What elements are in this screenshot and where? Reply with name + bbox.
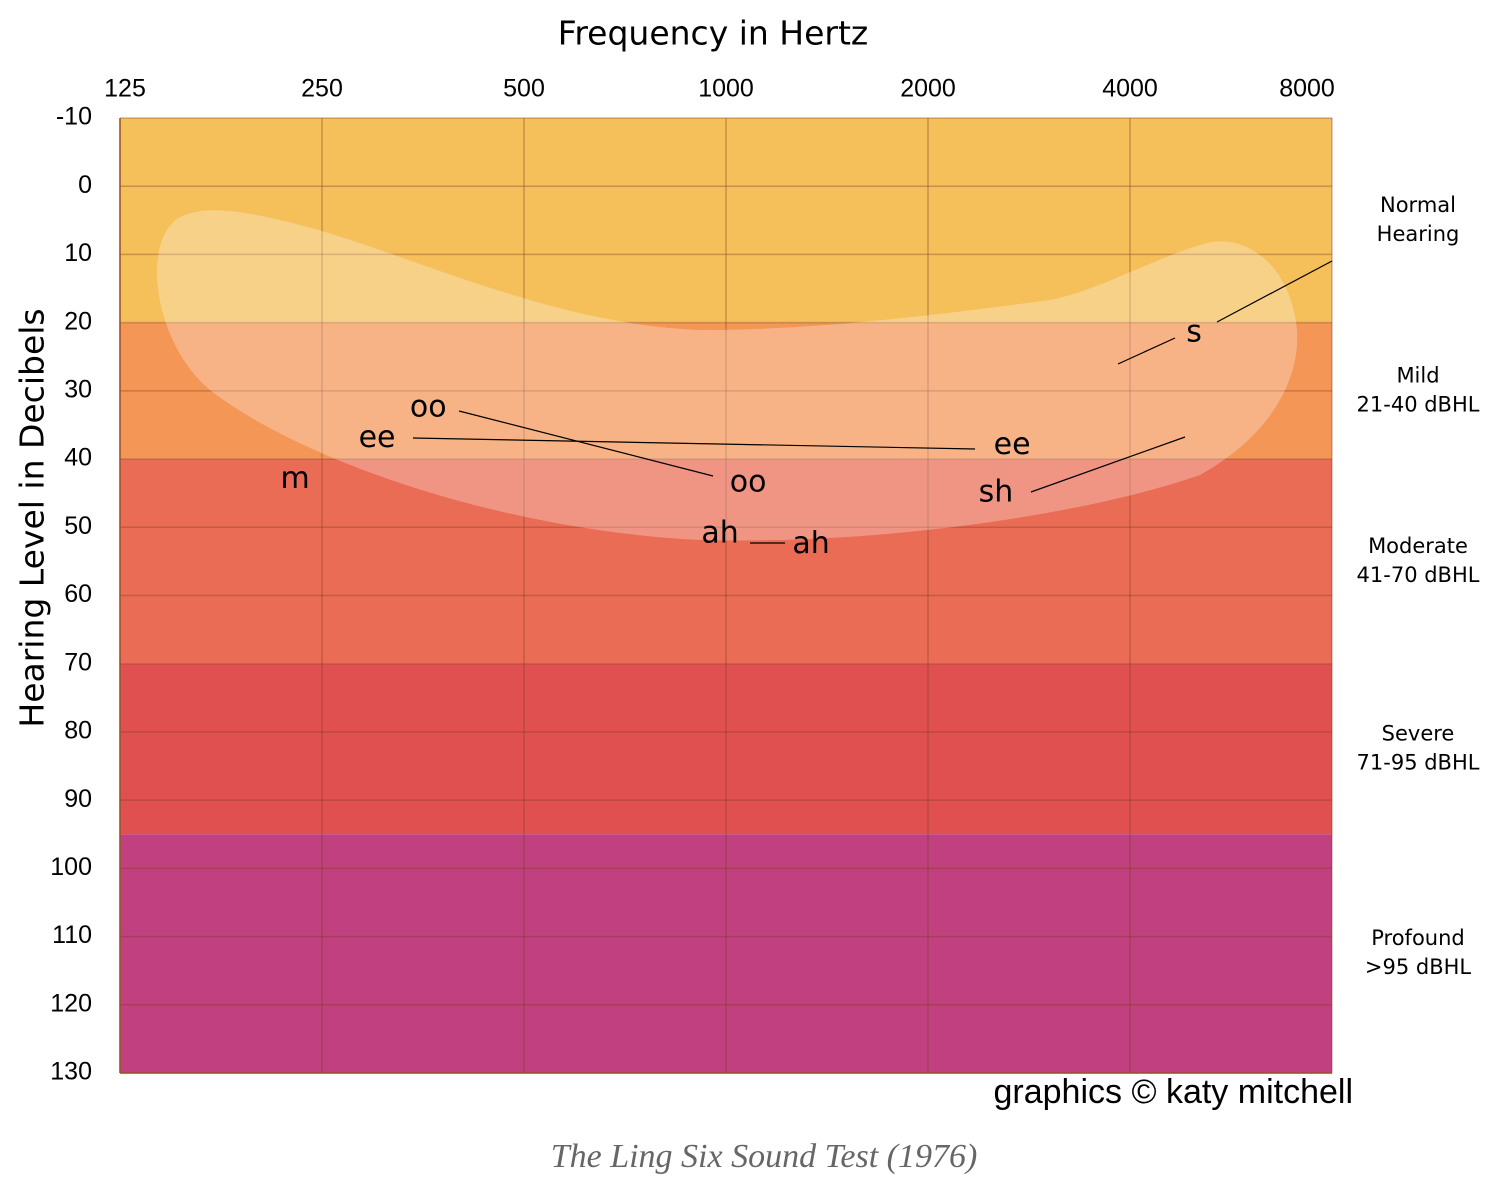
speech-sound: ee [359, 420, 396, 455]
x-tick-label: 4000 [1102, 75, 1158, 103]
leader-line [458, 410, 714, 477]
chart-title: Frequency in Hertz [558, 14, 869, 53]
band-label: 41-70 dBHL [1357, 563, 1480, 587]
y-tick-label: 40 [64, 444, 92, 472]
grid [119, 117, 1333, 1074]
speech-sound: s [1186, 314, 1202, 349]
speech-sound: sh [979, 475, 1014, 510]
speech-sound: oo [410, 389, 447, 424]
x-tick-label: 500 [503, 75, 545, 103]
y-tick-label: 120 [50, 989, 92, 1017]
band-label: >95 dBHL [1365, 955, 1472, 979]
speech-banana [157, 210, 1298, 541]
band-label: Severe [1382, 721, 1455, 745]
credit: graphics © katy mitchell [993, 1073, 1353, 1111]
y-tick-label: 60 [64, 580, 92, 608]
speech-sound: ah [701, 516, 738, 551]
y-tick-label: 10 [64, 239, 92, 267]
x-tick-label: 2000 [900, 75, 956, 103]
y-tick-label: 80 [64, 717, 92, 745]
bands: Normal Hearing Mild 21-40 dBHL Moderate 41-70… [120, 118, 1480, 1073]
band [120, 118, 1332, 323]
x-tick-label: 8000 [1279, 75, 1335, 103]
speech-sound: ah [792, 526, 829, 561]
band [120, 834, 1332, 1073]
y-tick-label: 130 [50, 1058, 92, 1086]
x-tick-label: 1000 [698, 75, 754, 103]
caption: The Ling Six Sound Test (1976) [551, 1138, 978, 1175]
speech-sound: m [281, 461, 310, 496]
band [120, 322, 1332, 460]
leader-line [1216, 260, 1333, 323]
band [120, 663, 1332, 835]
y-tick-label: 0 [78, 171, 92, 199]
y-tick-label: 100 [50, 853, 92, 881]
speech-sound: ee [994, 427, 1031, 462]
y-axis-label: Hearing Level in Decibels [13, 308, 52, 727]
band-label: Normal [1380, 193, 1456, 217]
band [120, 459, 1332, 664]
ticks: 125 250 500 1000 2000 4000 8000 -10 0 10 20 30 40 50 6… [50, 75, 1335, 1086]
leader-line [1030, 436, 1186, 493]
y-tick-label: 20 [64, 307, 92, 335]
y-tick-label: 70 [64, 648, 92, 676]
band-label: Mild [1396, 363, 1439, 387]
leader-line [1117, 337, 1176, 365]
speech-sound: oo [730, 464, 767, 499]
y-tick-label: 110 [52, 921, 92, 949]
x-tick-label: 250 [301, 75, 343, 103]
y-tick-label: 30 [64, 375, 92, 403]
band-label: Profound [1371, 926, 1465, 950]
x-tick-label: 125 [104, 75, 146, 103]
band-label: Hearing [1377, 222, 1460, 246]
y-tick-label: 90 [64, 785, 92, 813]
band-label: 71-95 dBHL [1357, 750, 1480, 774]
y-tick-label: 50 [64, 512, 92, 540]
leader-line [412, 437, 976, 450]
band-label: 21-40 dBHL [1357, 392, 1480, 416]
band-label: Moderate [1368, 534, 1468, 558]
leader-lines [412, 260, 1333, 544]
y-tick-label: -10 [56, 103, 92, 131]
